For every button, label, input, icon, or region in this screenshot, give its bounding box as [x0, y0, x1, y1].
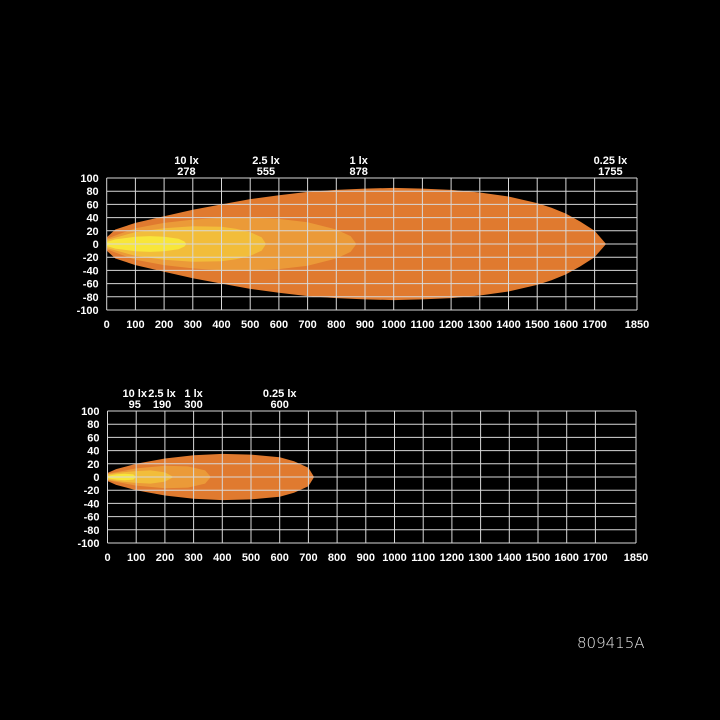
y-tick-label: 0	[93, 239, 99, 251]
x-tick-label: 1600	[554, 552, 578, 564]
y-tick-label: 100	[80, 173, 98, 185]
x-tick-label: 300	[184, 319, 202, 331]
y-tick-label: -80	[84, 525, 100, 537]
distance-label: 1755	[598, 166, 622, 178]
distance-label: 95	[129, 399, 141, 411]
x-tick-label: 1300	[468, 319, 492, 331]
x-tick-label: 1200	[440, 552, 464, 564]
distance-label: 300	[184, 399, 202, 411]
y-tick-label: 20	[86, 226, 98, 238]
product-code: 809415A	[577, 634, 645, 652]
y-tick-label: 40	[86, 213, 98, 225]
x-tick-label: 1700	[582, 319, 606, 331]
x-tick-label: 500	[242, 552, 260, 564]
y-tick-label: -40	[83, 265, 99, 277]
x-tick-label: 800	[328, 552, 346, 564]
lux-label: 1 lx	[350, 155, 369, 167]
x-tick-label: 0	[104, 552, 110, 564]
x-tick-label: 1300	[468, 552, 492, 564]
x-tick-label: 1850	[624, 552, 648, 564]
x-tick-label: 0	[104, 319, 110, 331]
x-tick-label: 600	[270, 319, 288, 331]
x-tick-label: 600	[271, 552, 289, 564]
lux-label: 10 lx	[174, 155, 199, 167]
x-tick-label: 1100	[411, 552, 435, 564]
x-tick-label: 200	[155, 319, 173, 331]
x-tick-label: 800	[327, 319, 345, 331]
x-tick-label: 1400	[497, 552, 521, 564]
x-tick-label: 700	[299, 552, 317, 564]
x-tick-label: 1000	[382, 552, 406, 564]
distance-label: 555	[257, 166, 275, 178]
y-tick-label: 60	[86, 199, 98, 211]
x-tick-label: 100	[127, 552, 145, 564]
y-tick-label: 20	[87, 459, 99, 471]
y-tick-label: -40	[84, 498, 100, 510]
x-tick-label: 200	[156, 552, 174, 564]
x-tick-label: 1850	[625, 319, 649, 331]
y-tick-label: -60	[83, 279, 99, 291]
distance-label: 190	[153, 399, 171, 411]
x-tick-label: 1000	[381, 319, 405, 331]
y-tick-label: -60	[84, 512, 100, 524]
y-tick-label: 100	[81, 406, 99, 418]
x-tick-label: 1500	[525, 319, 549, 331]
x-tick-label: 1700	[583, 552, 607, 564]
distance-label: 278	[177, 166, 195, 178]
x-tick-label: 400	[212, 319, 230, 331]
chart-2: 0 100 200 300 400 500 600 700 800 900 1000 1100 1200…	[77, 388, 648, 564]
chart-1: 0 100 200 300 400 500 600 700 800 900 1000 1100 1200…	[77, 155, 650, 331]
distance-label: 600	[271, 399, 289, 411]
x-tick-label: 900	[357, 552, 375, 564]
y-tick-label: 0	[93, 472, 99, 484]
lux-label: 2.5 lx	[148, 388, 176, 400]
x-tick-label: 500	[241, 319, 259, 331]
x-tick-label: 1600	[554, 319, 578, 331]
lux-label: 0.25 lx	[263, 388, 298, 400]
y-tick-label: -20	[83, 252, 99, 264]
x-tick-label: 100	[126, 319, 144, 331]
x-tick-label: 1200	[439, 319, 463, 331]
distance-label: 878	[350, 166, 368, 178]
lux-label: 0.25 lx	[594, 155, 629, 167]
y-tick-label: -100	[77, 305, 99, 317]
y-tick-label: 40	[87, 446, 99, 458]
y-tick-label: -80	[83, 292, 99, 304]
x-tick-label: 1500	[526, 552, 550, 564]
x-tick-label: 1400	[496, 319, 520, 331]
y-tick-label: 60	[87, 432, 99, 444]
y-tick-label: -20	[84, 485, 100, 497]
lux-label: 1 lx	[184, 388, 203, 400]
y-tick-label: -100	[77, 538, 99, 550]
x-tick-label: 400	[213, 552, 231, 564]
y-tick-label: 80	[86, 186, 98, 198]
lux-label: 2.5 lx	[252, 155, 280, 167]
y-tick-label: 80	[87, 419, 99, 431]
x-tick-label: 900	[356, 319, 374, 331]
x-tick-label: 700	[298, 319, 316, 331]
lux-label: 10 lx	[123, 388, 148, 400]
x-tick-label: 1100	[410, 319, 434, 331]
x-tick-label: 300	[184, 552, 202, 564]
